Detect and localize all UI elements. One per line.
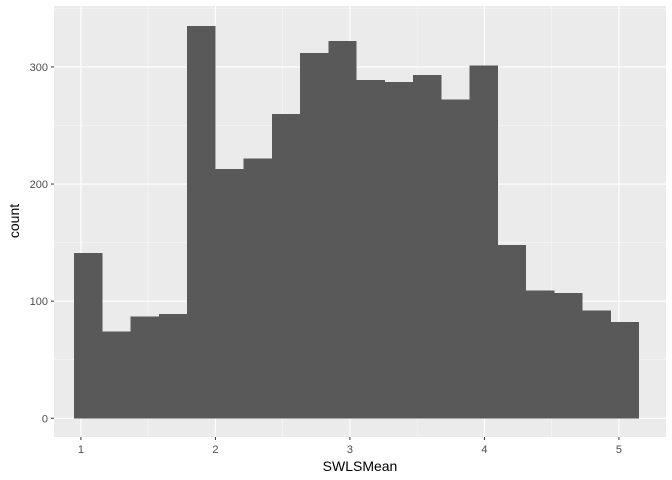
histogram-bar	[158, 314, 188, 419]
histogram-bar	[300, 52, 329, 419]
x-tick-label: 1	[78, 444, 84, 456]
histogram-bar	[526, 290, 555, 419]
histogram-bar	[441, 99, 470, 419]
y-axis: 0 100 200 300	[30, 62, 54, 425]
histogram-bar	[413, 75, 442, 419]
histogram-bar	[356, 79, 385, 419]
x-tick-label: 2	[212, 444, 218, 456]
histogram-bar	[130, 316, 159, 419]
histogram-bars	[74, 25, 640, 419]
histogram-bar	[243, 158, 272, 419]
x-tick-label: 3	[347, 444, 353, 456]
x-tick-label: 4	[481, 444, 487, 456]
histogram-bar	[271, 113, 301, 419]
y-axis-title: count	[6, 204, 22, 238]
x-axis: 1 2 3 4 5	[78, 437, 622, 456]
y-tick-label: 100	[30, 296, 48, 308]
y-tick-label: 0	[42, 413, 48, 425]
histogram-bar	[384, 82, 414, 419]
histogram-bar	[610, 322, 640, 419]
x-tick-label: 5	[616, 444, 622, 456]
x-axis-title: SWLSMean	[323, 458, 398, 474]
histogram-bar	[215, 168, 244, 419]
histogram-bar	[582, 310, 611, 419]
histogram-bar	[554, 292, 583, 419]
y-tick-label: 300	[30, 62, 48, 74]
histogram-bar	[74, 253, 103, 419]
histogram-bar	[187, 25, 216, 419]
histogram-bar	[497, 244, 527, 419]
histogram-bar	[469, 65, 498, 419]
y-tick-label: 200	[30, 179, 48, 191]
histogram-bar	[102, 331, 131, 419]
histogram-bar	[328, 41, 357, 419]
